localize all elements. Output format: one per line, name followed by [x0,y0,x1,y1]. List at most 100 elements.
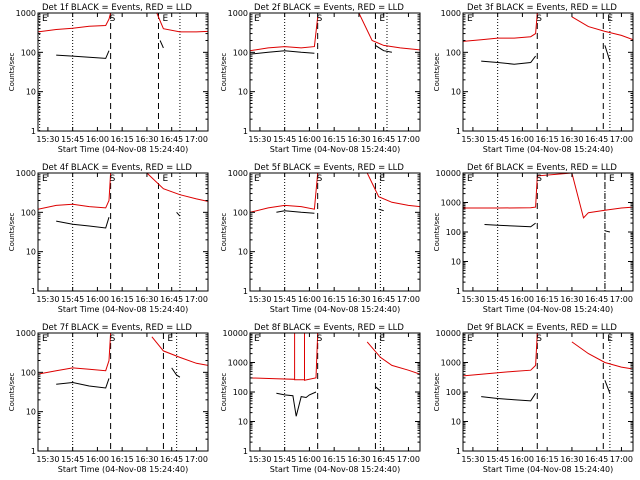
x-tick-label: 15:45 [486,295,509,304]
y-tick-label: 100 [233,388,248,397]
y-tick-label: 100 [233,48,248,57]
marker-label: S [110,14,116,24]
y-tick-label: 1000 [16,9,36,18]
events-series-line [604,230,611,233]
y-tick-label: 10 [451,418,461,427]
x-tick-label: 15:45 [486,455,509,464]
lld-series-line [250,333,319,381]
lld-series-line [463,173,633,219]
y-tick-label: 10 [451,88,461,97]
x-tick-label: 15:45 [61,295,84,304]
events-series-line [375,44,392,53]
x-tick-label: 16:30 [347,455,370,464]
plot-area [38,13,208,131]
x-tick-label: 16:15 [536,455,559,464]
plot-area [463,333,633,451]
panel-title: Det 5f BLACK = Events, RED = LLD [254,163,404,173]
panel-title: Det 9f BLACK = Events, RED = LLD [467,323,617,333]
x-tick-label: 15:45 [486,135,509,144]
y-axis-label: Counts/sec [8,53,16,92]
panel-title: Det 1f BLACK = Events, RED = LLD [42,3,192,13]
x-tick-label: 15:30 [36,135,59,144]
x-tick-label: 16:45 [585,455,608,464]
x-axis-label: Start Time (04-Nov-08 15:24:40) [270,465,400,474]
lld-series-line [250,16,319,52]
y-tick-label: 1000 [16,329,36,338]
y-tick-label: 1000 [16,169,36,178]
x-tick-label: 17:00 [610,295,633,304]
panel-title: Det 3f BLACK = Events, RED = LLD [467,3,617,13]
x-tick-label: 15:45 [61,135,84,144]
axes-frame [37,332,209,452]
axes-frame [462,172,634,292]
lld-series-line [358,13,420,51]
x-tick-label: 17:00 [610,455,633,464]
axes-frame [249,172,421,292]
y-tick-label: 100 [233,208,248,217]
marker-label: E [379,174,385,184]
marker-label: E [254,174,260,184]
lld-series-line [463,333,538,377]
axes-frame [462,12,634,132]
x-tick-label: 15:45 [61,455,84,464]
axes-frame [37,172,209,292]
y-axis-label: Counts/sec [220,213,228,252]
plot-area [463,13,633,131]
x-tick-label: 16:30 [560,295,583,304]
y-axis-label: Counts/sec [433,53,441,92]
x-tick-label: 17:00 [397,135,420,144]
plot-area [250,13,420,131]
panel-title: Det 7f BLACK = Events, RED = LLD [42,323,192,333]
x-tick-label: 15:30 [461,295,484,304]
plot-area [463,173,633,291]
marker-label: S [536,334,542,344]
axes-frame [462,332,634,452]
lld-series-line [146,173,208,202]
x-tick-label: 16:00 [86,135,109,144]
panel-title: Det 2f BLACK = Events, RED = LLD [254,3,404,13]
marker-label: E [162,174,168,184]
marker-label: E [607,14,613,24]
axes-frame [37,12,209,132]
lld-series-line [366,173,420,208]
x-tick-label: 16:15 [323,295,346,304]
x-axis-label: Start Time (04-Nov-08 15:24:40) [483,145,613,154]
marker-label: E [162,14,168,24]
x-tick-label: 17:00 [397,295,420,304]
plot-area [38,173,208,291]
x-tick-label: 16:45 [585,295,608,304]
events-series-line [481,393,537,402]
plot-area [250,333,420,451]
y-tick-label: 100 [446,228,461,237]
y-tick-label: 1 [456,127,461,136]
x-tick-label: 16:15 [111,295,134,304]
x-tick-label: 15:45 [273,295,296,304]
events-series-line [176,211,181,217]
x-tick-label: 16:30 [135,295,158,304]
y-tick-label: 1 [31,287,36,296]
plot-area [250,173,420,291]
x-tick-label: 17:00 [185,135,208,144]
marker-label: S [536,174,542,184]
y-axis-label: Counts/sec [8,213,16,252]
x-tick-label: 15:30 [36,455,59,464]
events-series-line [159,40,164,49]
x-tick-label: 15:30 [248,135,271,144]
y-tick-label: 10 [451,258,461,267]
y-tick-label: 1000 [441,199,461,208]
y-tick-label: 10 [238,88,248,97]
events-series-line [604,45,611,62]
x-tick-label: 16:15 [536,295,559,304]
marker-label: E [42,14,48,24]
x-tick-label: 16:45 [585,135,608,144]
x-axis-label: Start Time (04-Nov-08 15:24:40) [58,465,188,474]
plot-area [38,333,208,451]
events-series-line [604,380,611,394]
y-tick-label: 1 [456,287,461,296]
x-tick-label: 16:00 [511,135,534,144]
x-tick-label: 16:15 [323,135,346,144]
